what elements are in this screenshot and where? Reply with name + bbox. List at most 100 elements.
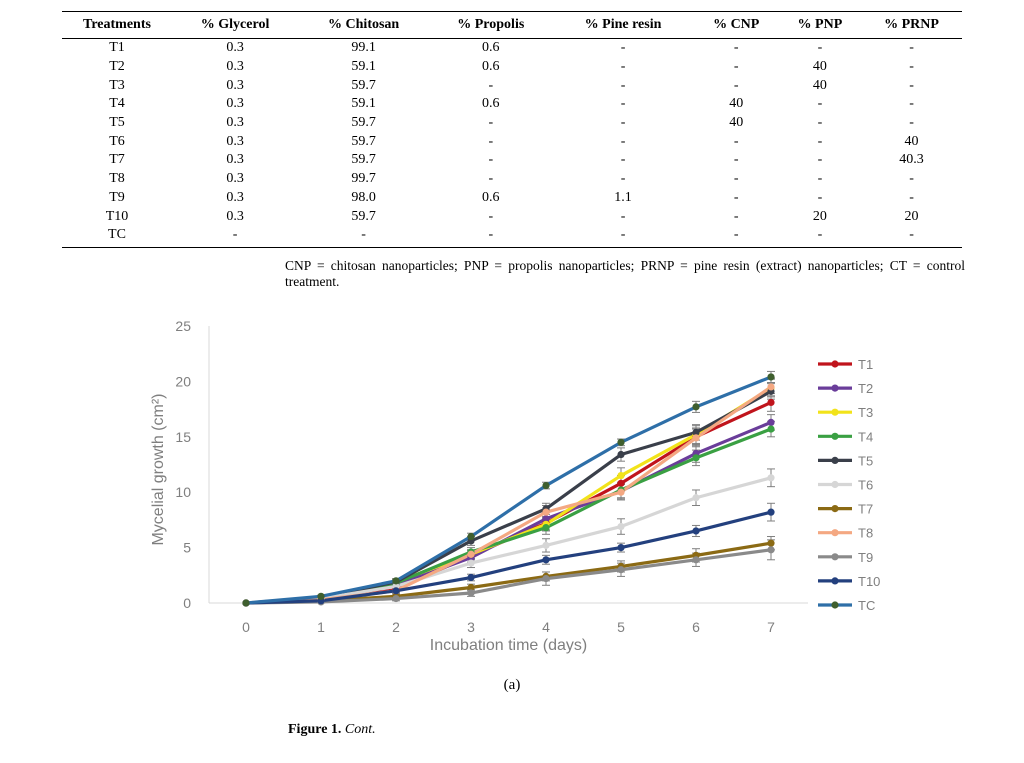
data-point-t8 (767, 383, 775, 391)
table-row: T10 0.3 59.7 - - - 20 20 (62, 207, 962, 226)
data-point-t6 (542, 541, 550, 549)
mycelial-growth-chart: 0 1 2 3 4 5 6 7 0 5 10 15 20 25 Incubation time (days)… (150, 318, 880, 654)
legend-marker (831, 360, 839, 368)
table-cell: 99.7 (351, 171, 376, 187)
table-cell: - (488, 77, 494, 93)
legend-label: T3 (858, 405, 873, 420)
x-tick-label: 3 (467, 619, 475, 635)
header-glycerol: % Glycerol (172, 11, 299, 39)
table-cell: - (620, 133, 626, 149)
legend-item-t5: T5 (818, 453, 873, 468)
table-cell: 0.3 (226, 40, 244, 56)
data-point-tc (617, 438, 625, 446)
data-point-t8 (617, 488, 625, 496)
data-point-t6 (467, 559, 475, 567)
table-cell: - (620, 59, 626, 75)
treatment-name-cell: T1 (109, 40, 125, 56)
table-cell: - (620, 115, 626, 131)
chart-legend: T1 T2 T3 T4 T5 T6 T7 T8 T9 T10 TC (818, 357, 880, 613)
treatment-name-cell: T9 (109, 189, 125, 205)
legend-item-t9: T9 (818, 550, 873, 565)
table-cell: 40 (729, 115, 744, 131)
data-point-t8 (467, 550, 475, 558)
table-header-row: Treatments % Glycerol % Chitosan % Propo… (62, 11, 962, 39)
table-cell: 0.6 (482, 40, 500, 56)
data-point-t2 (767, 418, 775, 426)
table-cell: 20 (812, 208, 827, 224)
data-point-tc (242, 599, 250, 607)
table-cell: 20 (904, 208, 919, 224)
data-point-t7 (767, 539, 775, 547)
table-cell: 1.1 (614, 189, 632, 205)
table-cell: 0.3 (226, 171, 244, 187)
x-tick-label: 7 (767, 619, 775, 635)
table-footnote: CNP = chitosan nanoparticles; PNP = prop… (285, 258, 965, 289)
legend-label: T5 (858, 453, 873, 468)
y-tick-label: 10 (175, 484, 191, 500)
data-point-tc (767, 373, 775, 381)
legend-label: TC (858, 598, 875, 613)
data-point-t6 (617, 522, 625, 531)
legend-label: T6 (858, 478, 873, 493)
data-point-t9 (542, 575, 550, 583)
table-row: T3 0.3 59.7 - - - 40 - (62, 76, 962, 95)
data-point-t4 (542, 524, 550, 532)
table-cell: - (620, 152, 626, 168)
table-cell: - (620, 96, 626, 112)
x-tick-label: 6 (692, 619, 700, 635)
legend-label: T8 (858, 526, 873, 541)
table-cell: - (620, 77, 626, 93)
table-cell: 0.3 (226, 59, 244, 75)
series-lines (244, 375, 773, 605)
data-point-t7 (467, 583, 475, 592)
data-point-t9 (692, 556, 700, 564)
data-point-t1 (767, 398, 775, 407)
table-body: T1 0.3 99.1 0.6 - - - - T2 0.3 59.1 0.6 - - 40 - T3 0.3 59… (62, 39, 962, 248)
legend-label: T2 (858, 381, 873, 396)
table-cell: 0.3 (226, 152, 244, 168)
table-cell: - (620, 40, 626, 56)
data-point-t10 (392, 587, 400, 595)
legend-label: T10 (858, 574, 880, 589)
legend-label: T4 (858, 429, 873, 444)
data-point-tc (542, 481, 550, 490)
table-cell: - (817, 133, 823, 149)
table-cell: - (817, 96, 823, 112)
legend-label: T9 (858, 550, 873, 565)
data-point-tc (317, 592, 325, 600)
table-cell: - (909, 59, 914, 75)
legend-label: T7 (858, 502, 873, 517)
treatments-table: Treatments % Glycerol % Chitosan % Propo… (62, 11, 962, 248)
table-cell: - (909, 96, 914, 112)
table-cell: - (620, 171, 626, 187)
table-cell: - (488, 115, 494, 131)
data-point-t9 (467, 589, 475, 597)
table-cell: 0.6 (482, 59, 500, 75)
table-cell: 99.1 (351, 40, 376, 56)
y-tick-label: 20 (175, 373, 191, 389)
table-cell: 0.6 (482, 96, 500, 112)
table-cell: 40 (729, 96, 744, 112)
legend-marker (831, 432, 839, 440)
data-point-t10 (617, 544, 625, 552)
table-cell: 40 (812, 77, 827, 93)
legend-item-t4: T4 (818, 429, 873, 444)
treatment-name-cell: T7 (109, 152, 125, 168)
legend-marker (831, 384, 839, 392)
table-row: T9 0.3 98.0 0.6 1.1 - - - (62, 189, 962, 208)
table-cell: - (733, 208, 739, 224)
table-cell: - (620, 208, 626, 224)
header-prnp: % PRNP (861, 11, 962, 39)
treatment-name-cell: T2 (109, 59, 125, 75)
legend-item-t7: T7 (818, 502, 873, 517)
data-point-t5 (692, 428, 700, 436)
header-propolis: % Propolis (429, 11, 553, 39)
table-cell: - (733, 171, 739, 187)
table-cell: 0.3 (226, 77, 244, 93)
series-line-t3 (244, 386, 773, 605)
table-cell: 40 (904, 133, 919, 149)
data-point-tc (392, 577, 400, 585)
table-cell: 59.1 (351, 59, 376, 75)
legend-marker (831, 408, 839, 416)
data-point-t9 (392, 594, 400, 603)
